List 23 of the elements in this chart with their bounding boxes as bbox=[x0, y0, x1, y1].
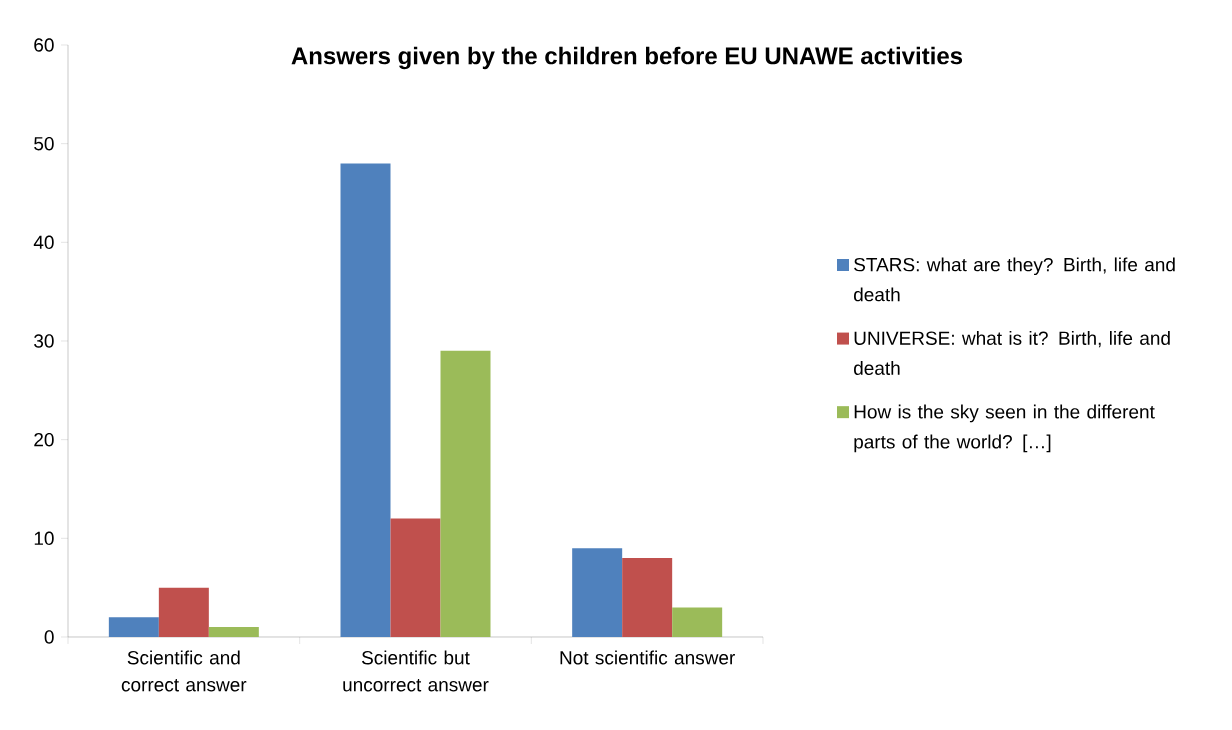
legend-label: UNIVERSE: what is it? Birth, life and death bbox=[854, 331, 1170, 375]
x-tick-label: Scientific and correct answer bbox=[121, 650, 247, 692]
bar bbox=[622, 558, 673, 637]
y-tick-label: 40 bbox=[33, 235, 54, 250]
bar bbox=[108, 617, 159, 637]
y-tick-label: 0 bbox=[44, 630, 54, 644]
bar bbox=[390, 518, 441, 637]
bar bbox=[672, 607, 723, 637]
bar bbox=[208, 627, 259, 637]
bar bbox=[440, 350, 491, 637]
bar bbox=[572, 548, 623, 637]
y-tick-label: 60 bbox=[34, 38, 54, 52]
bar bbox=[340, 163, 391, 637]
bar bbox=[158, 587, 209, 637]
legend-label: How is the sky seen in the different parts of the world? […] bbox=[854, 404, 1155, 453]
x-tick-label: Not scientific answer bbox=[560, 650, 735, 665]
chart-title: Answers given by the children before EU UNAWE activities bbox=[291, 46, 963, 70]
y-tick-label: 30 bbox=[34, 334, 54, 348]
y-tick-label: 50 bbox=[34, 136, 54, 151]
x-tick-label: Scientific but uncorrect answer bbox=[343, 650, 489, 692]
y-tick-label: 10 bbox=[34, 531, 54, 546]
legend-label: STARS: what are they? Birth, life and death bbox=[854, 257, 1175, 302]
y-tick-label: 20 bbox=[34, 432, 54, 447]
